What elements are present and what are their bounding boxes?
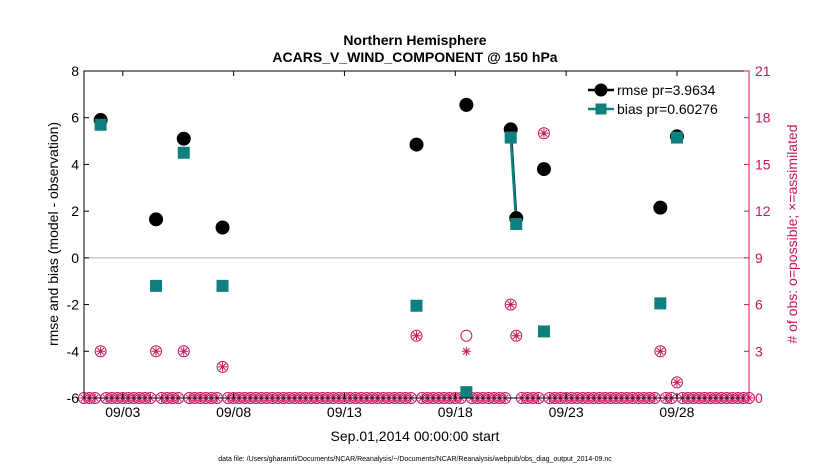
bias-point: [177, 146, 190, 159]
obs-assimilated-marker: [511, 331, 521, 341]
legend: rmse pr=3.9634 bias pr=0.60276: [588, 82, 718, 117]
left-tick-label: 0: [71, 250, 79, 266]
right-tick-label: 6: [755, 297, 763, 313]
left-tick-label: -6: [67, 390, 80, 406]
x-tick-label: 09/13: [327, 404, 362, 420]
right-tick-label: 21: [755, 63, 771, 79]
obs-possible-marker: [410, 329, 423, 342]
chart-title-line2: ACARS_V_WIND_COMPONENT @ 150 hPa: [272, 49, 557, 65]
left-axis: -6 -4 -2 0 2 4 6 8: [67, 63, 89, 406]
legend-rmse-marker: [594, 83, 608, 97]
right-axis: 0 3 6 9 12 15 18 21: [744, 63, 771, 406]
obs-assimilated-marker: [218, 362, 228, 372]
obs-possible-marker: [460, 329, 473, 342]
plot-area: [84, 71, 749, 398]
obs-assimilated-marker: [506, 300, 516, 310]
x-tick-label: 09/23: [549, 404, 584, 420]
footer-data-file: data file: /Users/gharamti/Documents/NCA…: [218, 456, 612, 463]
left-tick-label: 8: [71, 63, 79, 79]
right-tick-label: 3: [755, 343, 763, 359]
obs-possible-marker: [654, 345, 667, 358]
chart-title-line1: Northern Hemisphere: [343, 32, 486, 48]
bias-point: [504, 131, 517, 144]
rmse-point: [409, 137, 424, 152]
bias-point: [150, 279, 163, 292]
right-tick-label: 12: [755, 203, 771, 219]
right-tick-label: 9: [755, 250, 763, 266]
obs-assimilated-marker: [412, 331, 421, 341]
bias-point: [460, 386, 473, 399]
obs-possible-marker: [537, 127, 550, 140]
left-tick-label: 6: [71, 110, 79, 126]
left-tick-label: 4: [71, 156, 79, 172]
bias-point: [94, 118, 107, 131]
y-axis-label-right: # of obs: o=possible; ×=assimilated: [784, 124, 800, 343]
bias-line-segment: [509, 137, 518, 225]
rmse-point: [653, 200, 668, 215]
right-tick-label: 15: [755, 156, 771, 172]
obs-assimilated-marker: [179, 346, 189, 356]
obs-assimilated-marker: [151, 346, 161, 356]
left-tick-label: -4: [67, 343, 80, 359]
x-tick-label: 09/03: [105, 404, 140, 420]
bias-point: [410, 299, 423, 312]
obs-assimilated-marker: [655, 346, 665, 356]
rmse-point: [149, 212, 164, 227]
bias-point: [510, 217, 523, 230]
left-tick-label: -2: [67, 297, 80, 313]
x-tick-label: 09/08: [216, 404, 251, 420]
legend-rmse-label: rmse pr=3.9634: [617, 82, 716, 98]
obs-possible-marker: [504, 298, 517, 311]
obs-assimilated-marker: [672, 377, 682, 387]
obs-assimilated-marker: [461, 346, 471, 356]
x-axis: 09/03 09/08 09/13 09/18 09/23 09/28: [105, 71, 695, 420]
right-tick-label: 18: [755, 110, 771, 126]
x-axis-label: Sep.01,2014 00:00:00 start: [331, 428, 500, 444]
legend-bias-label: bias pr=0.60276: [617, 101, 718, 117]
obs-assimilated-marker: [96, 346, 106, 356]
legend-bias-marker: [595, 103, 607, 115]
rmse-point: [176, 131, 191, 146]
obs-possible-marker: [177, 345, 190, 358]
series-markers: [93, 97, 684, 399]
bias-point: [537, 325, 550, 338]
bias-point: [216, 279, 229, 292]
obs-possible-marker: [216, 360, 229, 373]
obs-possible-marker: [94, 345, 107, 358]
left-tick-label: 2: [71, 203, 79, 219]
bias-point: [670, 131, 683, 144]
obs-assimilated-marker: [539, 128, 549, 138]
rmse-point: [536, 162, 551, 177]
y-axis-label-left: rmse and bias (model - observation): [45, 122, 61, 346]
rmse-point: [215, 220, 230, 235]
right-tick-label: 0: [755, 390, 763, 406]
rmse-point: [459, 97, 474, 112]
obs-possible-marker: [150, 345, 163, 358]
x-tick-label: 09/18: [438, 404, 473, 420]
obs-possible-marker: [670, 376, 683, 389]
x-tick-label: 09/28: [659, 404, 694, 420]
obs-possible-marker: [510, 329, 523, 342]
bias-point: [654, 297, 667, 310]
